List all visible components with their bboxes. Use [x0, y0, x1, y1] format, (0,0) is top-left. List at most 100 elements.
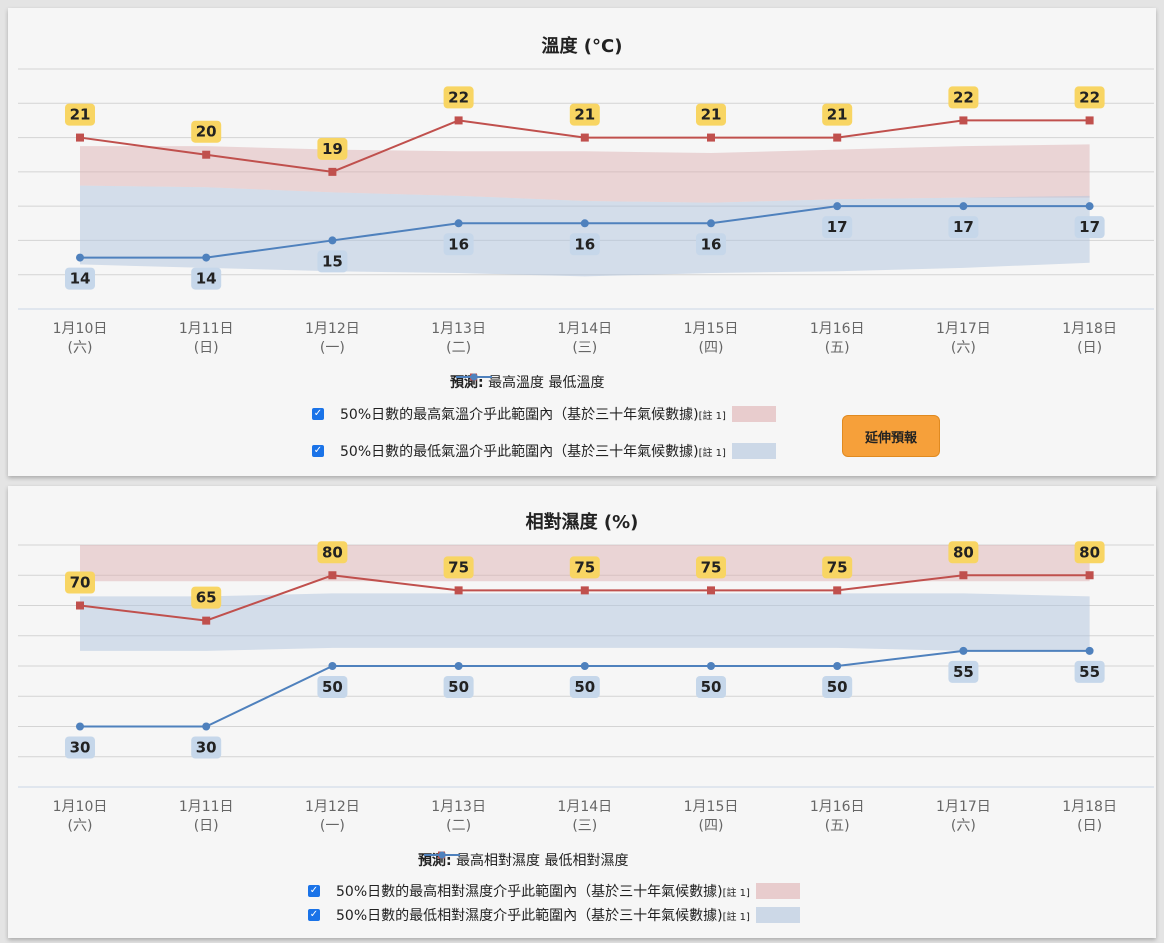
min-point: [1085, 202, 1094, 211]
min-label-box: [822, 216, 853, 239]
min-point: [580, 219, 589, 228]
max-point: [76, 133, 84, 142]
max-point: [454, 116, 463, 125]
min-data-label: 14: [196, 270, 217, 288]
x-tick-weekday: (六): [68, 340, 93, 356]
min-label-box: [822, 676, 853, 698]
footnote-link[interactable]: [註 1]: [722, 887, 750, 899]
footnote-link[interactable]: [註 1]: [698, 447, 726, 459]
max-point: [959, 116, 968, 125]
legend-min-line-icon: [424, 851, 460, 859]
temp-band-min-checkbox[interactable]: ✓: [312, 445, 324, 457]
min-point: [580, 662, 589, 670]
max-data-label: 75: [448, 558, 469, 576]
min-point: [202, 253, 211, 262]
max-data-label: 70: [70, 574, 91, 592]
x-tick-date: 1月12日: [305, 799, 360, 815]
hum-band-min-text: 50%日數的最低相對濕度介乎此範圍內（基於三十年氣候數據): [336, 908, 723, 924]
legend-min-label: 最低相對濕度: [544, 853, 629, 869]
temp-band-min-row[interactable]: ✓ 50%日數的最低氣溫介乎此範圍內（基於三十年氣候數據) [註 1]: [312, 441, 776, 461]
max-label-box: [317, 541, 348, 564]
x-tick-weekday: (四): [699, 340, 724, 356]
max-point: [707, 586, 715, 595]
min-data-label: 17: [827, 218, 848, 236]
max-point: [580, 133, 589, 142]
max-data-label: 65: [196, 589, 217, 607]
max-label-box: [822, 556, 853, 579]
min-point: [959, 646, 968, 655]
temp-band-max-checkbox[interactable]: ✓: [312, 408, 324, 420]
min-point: [202, 722, 211, 731]
temp-band-max-text: 50%日數的最高氣溫介乎此範圍內（基於三十年氣候數據): [340, 407, 699, 423]
min-data-label: 30: [70, 739, 91, 757]
min-label-box: [443, 233, 474, 256]
x-tick-weekday: (二): [446, 818, 471, 834]
extended-forecast-button[interactable]: 延伸預報: [842, 415, 940, 457]
min-label-box: [65, 267, 95, 290]
x-tick-weekday: (日): [1077, 340, 1102, 356]
band-min-area: [80, 593, 1090, 651]
max-data-label: 80: [1079, 543, 1100, 561]
min-data-label: 50: [448, 678, 469, 696]
humidity-chart-title: 相對濕度 (%): [525, 512, 639, 533]
min-label-box: [948, 216, 979, 239]
min-data-label: 17: [953, 218, 974, 236]
min-point: [454, 219, 463, 228]
max-point: [707, 133, 715, 142]
max-data-label: 22: [448, 88, 469, 106]
x-tick-weekday: (六): [68, 818, 93, 834]
max-data-label: 21: [701, 106, 722, 124]
hum-band-min-row[interactable]: ✓ 50%日數的最低相對濕度介乎此範圍內（基於三十年氣候數據) [註 1]: [308, 905, 800, 925]
max-label-box: [948, 541, 979, 564]
min-data-label: 16: [448, 235, 469, 253]
min-data-label: 17: [1079, 218, 1100, 236]
max-data-label: 80: [322, 543, 343, 561]
hum-band-min-swatch: [755, 907, 800, 923]
max-label-box: [569, 103, 600, 126]
x-tick-date: 1月18日: [1062, 321, 1117, 337]
max-point: [328, 167, 337, 176]
x-tick-date: 1月18日: [1062, 799, 1117, 815]
x-tick-date: 1月10日: [53, 799, 108, 815]
hum-band-max-checkbox[interactable]: ✓: [308, 885, 320, 897]
x-tick-date: 1月17日: [936, 799, 991, 815]
temperature-legend: 預測: 最高溫度 最低溫度: [450, 372, 605, 392]
max-data-label: 21: [827, 106, 848, 124]
min-label-box: [696, 233, 726, 256]
humidity-panel: 相對濕度 (%) 70 65 80 75 75 75 75 80 80 30 30 50 50 50 50 5…: [8, 486, 1156, 938]
min-label-box: [65, 736, 95, 759]
x-tick-weekday: (三): [572, 340, 597, 356]
x-tick-weekday: (三): [572, 818, 597, 834]
max-data-label: 22: [953, 88, 974, 106]
max-label-box: [822, 103, 853, 126]
x-tick-date: 1月12日: [305, 321, 360, 337]
x-tick-weekday: (四): [699, 818, 724, 834]
max-point: [1085, 116, 1094, 125]
x-tick-weekday: (六): [951, 818, 976, 834]
x-tick-date: 1月15日: [684, 321, 739, 337]
max-data-label: 22: [1079, 88, 1100, 106]
max-label-box: [191, 586, 222, 609]
hum-band-min-checkbox[interactable]: ✓: [308, 909, 320, 921]
temperature-chart-title: 溫度 (°C): [541, 36, 623, 57]
footnote-link[interactable]: [註 1]: [698, 410, 726, 422]
min-data-label: 50: [827, 678, 848, 696]
temp-band-max-row[interactable]: ✓ 50%日數的最高氣溫介乎此範圍內（基於三十年氣候數據) [註 1]: [312, 404, 776, 424]
max-label-box: [191, 120, 222, 143]
max-point: [76, 601, 84, 610]
temp-band-max-swatch: [731, 406, 776, 422]
x-tick-weekday: (六): [951, 340, 976, 356]
x-tick-weekday: (一): [320, 818, 345, 834]
min-point: [454, 662, 463, 670]
temperature-chart: 21 20 19 22 21 21 21 22 22 14 14 15 16 16 16 17 17 17 1月10…: [18, 68, 1154, 356]
max-data-label: 20: [196, 123, 217, 141]
max-data-label: 75: [701, 558, 722, 576]
footnote-link[interactable]: [註 1]: [722, 911, 750, 923]
hum-band-max-row[interactable]: ✓ 50%日數的最高相對濕度介乎此範圍內（基於三十年氣候數據) [註 1]: [308, 881, 800, 901]
max-point: [202, 616, 211, 625]
max-point: [833, 133, 842, 142]
max-point: [454, 586, 463, 595]
min-label-box: [696, 676, 726, 698]
temp-band-min-swatch: [731, 443, 776, 459]
x-tick-date: 1月14日: [557, 321, 612, 337]
